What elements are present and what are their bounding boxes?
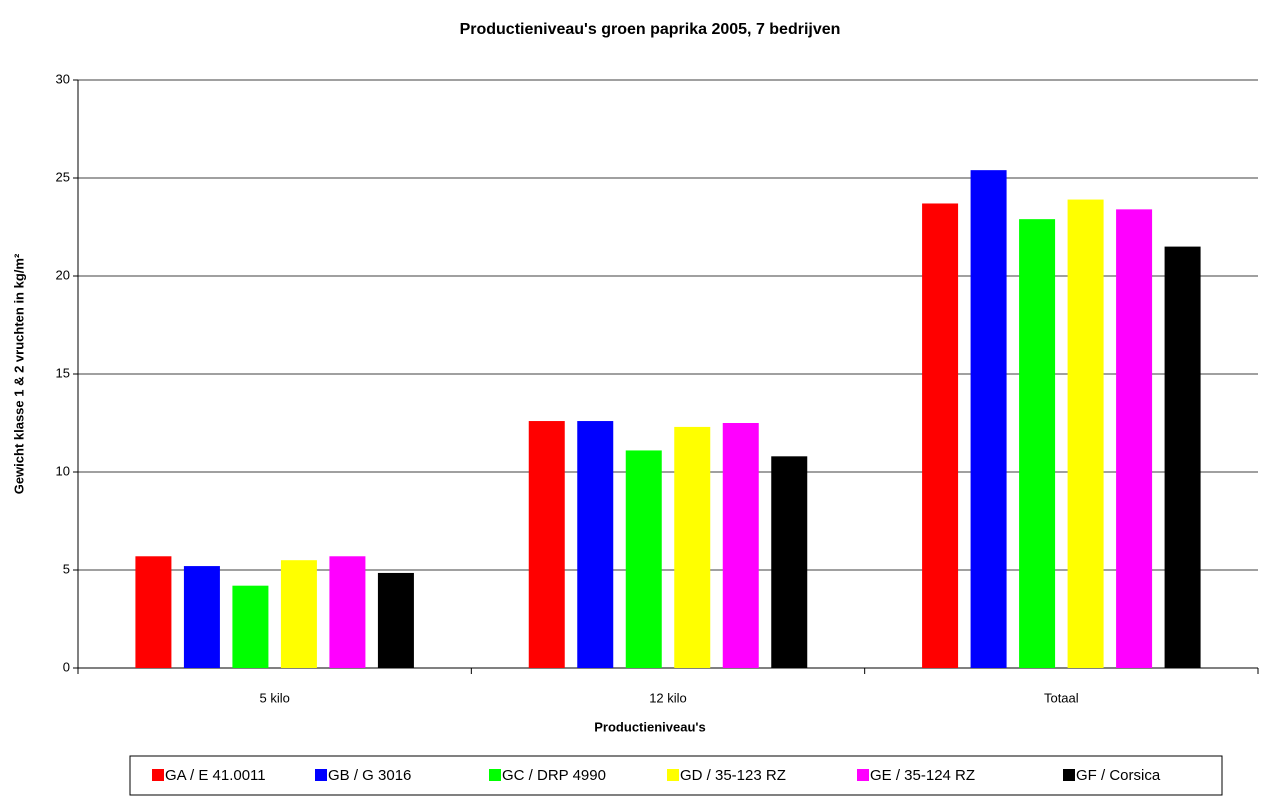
legend-label: GC / DRP 4990 <box>502 767 606 784</box>
y-tick-label: 15 <box>56 365 70 380</box>
y-tick-label: 5 <box>63 561 70 576</box>
bar <box>528 421 565 668</box>
legend-swatch <box>315 769 327 781</box>
bar <box>232 585 269 668</box>
y-tick-label: 30 <box>56 71 70 86</box>
bar <box>722 423 759 668</box>
chart-title: Productieniveau's groen paprika 2005, 7 … <box>460 21 841 38</box>
y-tick-label: 25 <box>56 169 70 184</box>
y-tick-label: 0 <box>63 659 70 674</box>
y-tick-label: 10 <box>56 463 70 478</box>
bar <box>1116 209 1153 669</box>
bar <box>674 426 711 668</box>
bar <box>183 566 220 668</box>
bar <box>577 421 614 668</box>
bar <box>771 456 808 668</box>
x-tick-label: Totaal <box>1044 690 1079 705</box>
x-axis-title: Productieniveau's <box>594 719 705 734</box>
y-tick-label: 20 <box>56 267 70 282</box>
bar <box>135 556 172 668</box>
legend-label: GB / G 3016 <box>328 767 411 784</box>
bar <box>280 560 317 668</box>
legend-swatch <box>857 769 869 781</box>
bar <box>625 450 662 668</box>
x-tick-label: 12 kilo <box>649 690 687 705</box>
bar <box>1019 219 1056 668</box>
bar <box>1164 246 1201 668</box>
bar <box>329 556 366 668</box>
y-axis-title: Gewicht klasse 1 & 2 vruchten in kg/m² <box>11 253 26 494</box>
legend-swatch <box>152 769 164 781</box>
legend-swatch <box>667 769 679 781</box>
legend-label: GE / 35-124 RZ <box>870 767 975 784</box>
bar <box>922 203 959 669</box>
legend-swatch <box>489 769 501 781</box>
legend-swatch <box>1063 769 1075 781</box>
bar <box>970 170 1007 668</box>
bar <box>1067 199 1104 668</box>
legend-label: GA / E 41.0011 <box>165 767 266 784</box>
bar <box>377 572 414 668</box>
legend-label: GD / 35-123 RZ <box>680 767 786 784</box>
legend-label: GF / Corsica <box>1076 767 1161 784</box>
x-tick-label: 5 kilo <box>259 690 289 705</box>
